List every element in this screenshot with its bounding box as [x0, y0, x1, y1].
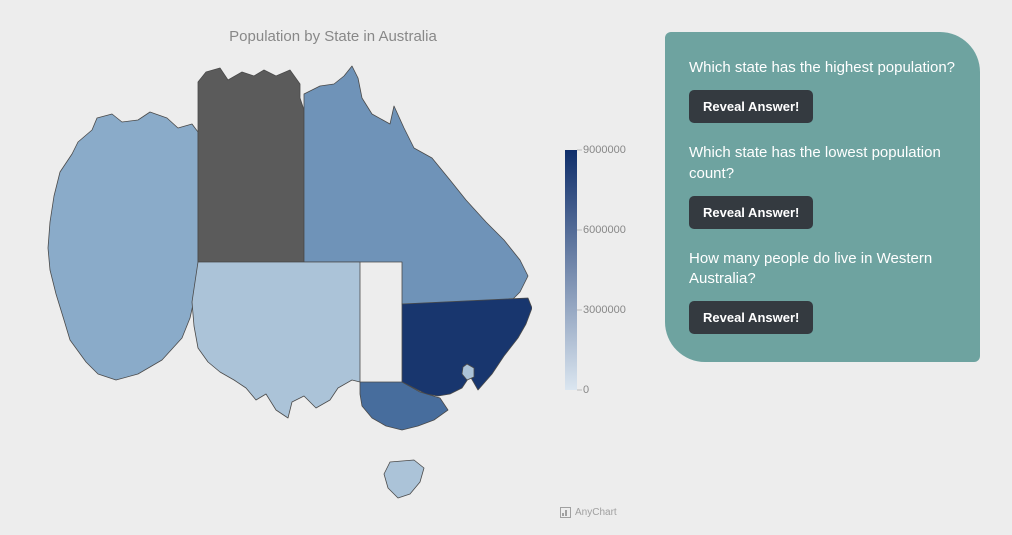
question-text: Which state has the lowest population co… — [689, 143, 956, 184]
state-au-wa[interactable]: Western Australia: 2,800,000 — [48, 112, 198, 380]
question-text: Which state has the highest population? — [689, 58, 956, 78]
reveal-answer-button[interactable]: Reveal Answer! — [689, 90, 813, 123]
chart-credit[interactable]: AnyChart — [560, 507, 617, 518]
color-legend: 0300000060000009000000 — [565, 150, 655, 390]
legend-tick-mark — [577, 310, 582, 311]
page: Population by State in Australia Western… — [0, 0, 1012, 535]
state-au-nt[interactable]: Northern Territory — [198, 68, 304, 262]
question-block: Which state has the highest population? R… — [689, 58, 956, 123]
legend-tick-mark — [577, 150, 582, 151]
questions-panel: Which state has the highest population? R… — [665, 32, 980, 362]
reveal-answer-button[interactable]: Reveal Answer! — [689, 301, 813, 334]
question-block: How many people do live in Western Austr… — [689, 249, 956, 335]
legend-tick-mark — [577, 230, 582, 231]
credit-label: AnyChart — [575, 507, 617, 518]
reveal-answer-button[interactable]: Reveal Answer! — [689, 196, 813, 229]
legend-tick-label: 9000000 — [583, 144, 626, 156]
legend-tick-label: 6000000 — [583, 224, 626, 236]
chart-area: Population by State in Australia Western… — [0, 0, 666, 530]
bar-chart-icon — [560, 507, 571, 518]
australia-map[interactable]: Western Australia: 2,800,000Northern Ter… — [42, 62, 532, 502]
state-au-sa[interactable]: South Australia: 1,800,000 — [192, 262, 360, 418]
question-text: How many people do live in Western Austr… — [689, 249, 956, 290]
legend-gradient-bar — [565, 150, 577, 390]
legend-tick-mark — [577, 390, 582, 391]
legend-tick-label: 0 — [583, 384, 589, 396]
legend-tick-label: 3000000 — [583, 304, 626, 316]
state-au-ns[interactable]: New South Wales: 8,300,000 — [402, 298, 532, 396]
chart-title: Population by State in Australia — [0, 28, 666, 45]
state-au-ts[interactable]: Tasmania: 570,000 — [384, 460, 424, 498]
question-block: Which state has the lowest population co… — [689, 143, 956, 229]
